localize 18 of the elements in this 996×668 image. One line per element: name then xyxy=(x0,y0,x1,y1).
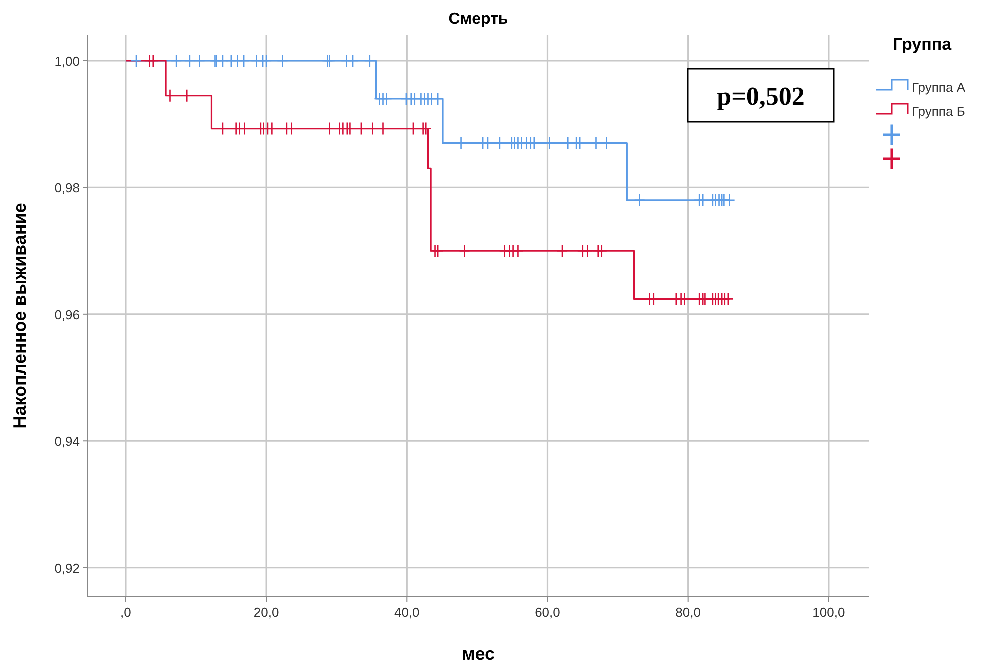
x-tick-label: 40,0 xyxy=(394,605,420,620)
y-tick-label: 0,94 xyxy=(54,434,80,450)
x-tick-label: 20,0 xyxy=(254,605,280,620)
x-tick-label: ,0 xyxy=(120,605,132,620)
legend-title: Группа xyxy=(893,35,952,54)
legend-label: Группа А xyxy=(912,80,966,95)
y-tick-label: 0,92 xyxy=(54,560,80,576)
y-axis-title: Накопленное выживание xyxy=(10,203,30,429)
legend-label: Группа Б xyxy=(912,104,966,119)
x-axis-title: мес xyxy=(462,644,496,664)
chart-title: Смерть xyxy=(448,11,508,28)
x-tick-label: 60,0 xyxy=(535,605,560,620)
y-tick-label: 0,96 xyxy=(54,307,80,322)
annotation: p=0,502 xyxy=(717,82,805,111)
y-tick-label: 1,00 xyxy=(54,54,80,69)
x-tick-label: 100,0 xyxy=(812,605,846,620)
x-tick-label: 80,0 xyxy=(676,605,701,620)
y-tick-label: 0,98 xyxy=(54,180,80,196)
